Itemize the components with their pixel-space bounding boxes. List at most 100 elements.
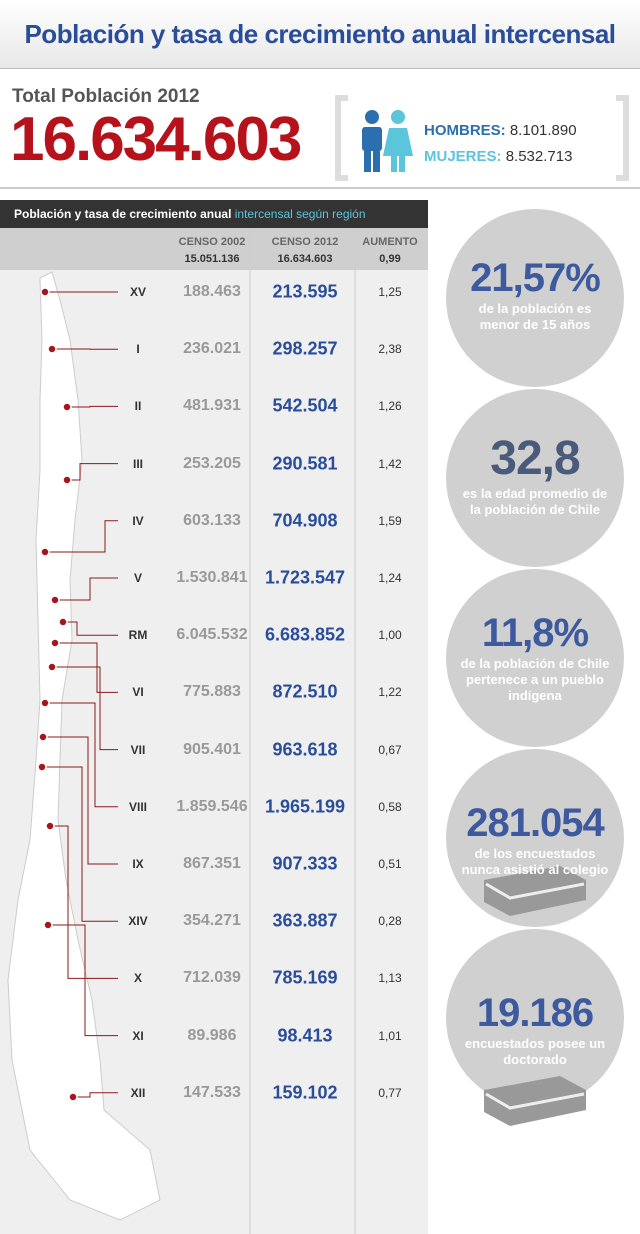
region-label: X (133, 971, 143, 986)
table-title: Población y tasa de crecimiento anual (14, 207, 232, 221)
column-total: 15.051.136 (184, 253, 240, 265)
fact: 21,57% de la población es menor de 15 año… (460, 255, 610, 333)
total-value: 16.634.603 (10, 105, 302, 174)
women-label: MUJERES: (424, 148, 502, 165)
book-icon (484, 866, 586, 916)
census-2012: 290.581 (272, 453, 338, 474)
growth-rate: 0,67 (378, 742, 402, 757)
fact-text: de la población es menor de 15 años (478, 301, 592, 332)
growth-rate: 0,28 (378, 914, 402, 929)
region-dot (38, 732, 48, 742)
region-dot (40, 698, 50, 708)
census-2002: 481.931 (183, 397, 241, 415)
fact-value: 281.054 (466, 801, 605, 845)
region-dot (50, 638, 60, 648)
growth-rate: 1,26 (378, 399, 402, 414)
column-header: AUMENTO (362, 236, 418, 248)
connector (48, 924, 118, 1037)
connector (67, 463, 118, 481)
column-header: CENSO 2002 (178, 236, 246, 248)
census-2002: 867.351 (183, 855, 241, 872)
chile-map (7, 271, 161, 1221)
census-2012: 542.504 (272, 395, 338, 416)
fact-text: de los encuestados nunca asistió al cole… (461, 846, 609, 877)
region-dot (43, 920, 53, 930)
connector (50, 825, 118, 979)
growth-rate: 0,77 (378, 1085, 402, 1100)
book-icon (484, 1076, 586, 1126)
fact-text: encuestados posee un doctorado (464, 1036, 606, 1067)
table-title-bar (0, 200, 428, 228)
region-label: V (133, 571, 143, 585)
fact-value: 32,8 (490, 432, 580, 485)
page-title: Población y tasa de crecimiento anual in… (0, 0, 640, 69)
region-dot (45, 821, 55, 831)
census-2002: 147.533 (183, 1083, 241, 1101)
connector (52, 666, 118, 751)
fact-value: 19.186 (476, 991, 594, 1035)
fact-text: es la edad promedio de la población de C… (462, 486, 608, 517)
men-label: HOMBRES: (424, 122, 506, 139)
growth-rate: 0,51 (378, 857, 402, 871)
census-2002: 603.133 (183, 511, 241, 529)
region-label: II (134, 399, 142, 414)
census-2012: 785.169 (272, 967, 338, 988)
growth-rate: 1,13 (378, 971, 402, 986)
census-2002: 1.530.841 (176, 569, 248, 586)
woman-icon (383, 110, 413, 172)
table-title-highlight: intercensal según región (234, 207, 366, 221)
region-dot (50, 595, 60, 605)
census-2002: 236.021 (183, 340, 241, 358)
column-header: CENSO 2012 (271, 236, 339, 248)
region-label: VII (130, 742, 146, 757)
growth-rate: 1,01 (378, 1028, 402, 1043)
circles (446, 209, 624, 1107)
census-2012: 159.102 (272, 1082, 338, 1103)
census-2012: 213.595 (272, 281, 338, 302)
census-2002: 712.039 (183, 969, 241, 987)
census-2002: 775.883 (183, 683, 241, 701)
region-label: XI (132, 1028, 144, 1043)
column-total: 16.634.603 (277, 253, 333, 265)
region-dot (40, 547, 50, 557)
connector (55, 577, 118, 601)
region-label: XII (130, 1085, 146, 1100)
man-icon (362, 110, 382, 172)
census-2012: 6.683.852 (264, 624, 346, 645)
bracket (335, 95, 629, 181)
connector (55, 642, 118, 693)
fact-value: 11,8% (481, 611, 589, 655)
census-2012: 363.887 (272, 910, 338, 931)
connector (63, 621, 118, 636)
connector (67, 405, 118, 408)
census-2002: 253.205 (183, 454, 241, 472)
fact: 19.186 encuestados posee un doctorado (460, 990, 610, 1068)
region-label: VIII (128, 799, 148, 814)
fact-text: de la población de Chile pertenece a un … (460, 656, 610, 703)
growth-rate: 0,58 (378, 799, 402, 814)
fact-value: 21,57% (470, 256, 601, 300)
region-label: XIV (128, 914, 148, 929)
connector (43, 736, 118, 865)
census-2002: 1.859.546 (176, 797, 248, 815)
region-dot (47, 662, 57, 672)
women-value: 8.532.713 (505, 148, 573, 165)
census-2002: 905.401 (183, 740, 241, 758)
men-value: 8.101.890 (509, 122, 577, 139)
census-2012: 1.723.547 (264, 567, 346, 588)
census-2012: 963.618 (272, 739, 338, 760)
census-2012: 907.333 (272, 853, 338, 874)
region-label: I (136, 342, 140, 357)
growth-rate: 1,22 (378, 685, 402, 700)
fact: 32,8 es la edad promedio de la población … (460, 432, 610, 518)
region-label: IX (132, 857, 144, 871)
fact: 11,8% de la población de Chile pertenece … (460, 610, 610, 704)
region-dot (68, 1092, 78, 1102)
connector (45, 520, 118, 553)
region-label: IV (132, 513, 144, 528)
connector (73, 1092, 118, 1098)
region-dot (47, 344, 57, 354)
column-total: 0,99 (379, 253, 401, 265)
connector (45, 702, 118, 808)
